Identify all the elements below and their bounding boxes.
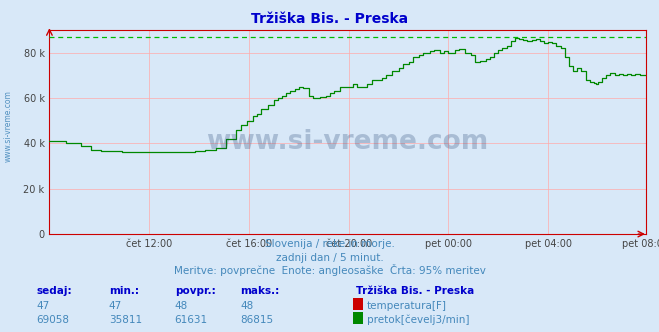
Text: sedaj:: sedaj: <box>36 286 72 296</box>
Text: 86815: 86815 <box>241 315 273 325</box>
Text: zadnji dan / 5 minut.: zadnji dan / 5 minut. <box>275 253 384 263</box>
Text: povpr.:: povpr.: <box>175 286 215 296</box>
Text: pretok[čevelj3/min]: pretok[čevelj3/min] <box>367 314 470 325</box>
Text: min.:: min.: <box>109 286 139 296</box>
Text: 35811: 35811 <box>109 315 142 325</box>
Text: 69058: 69058 <box>36 315 69 325</box>
Text: www.si-vreme.com: www.si-vreme.com <box>206 129 489 155</box>
Text: 48: 48 <box>175 301 188 311</box>
Text: www.si-vreme.com: www.si-vreme.com <box>3 90 13 162</box>
Text: 61631: 61631 <box>175 315 208 325</box>
Text: 48: 48 <box>241 301 254 311</box>
Text: temperatura[F]: temperatura[F] <box>367 301 447 311</box>
Text: Meritve: povprečne  Enote: angleosaške  Črta: 95% meritev: Meritve: povprečne Enote: angleosaške Čr… <box>173 264 486 276</box>
Text: 47: 47 <box>109 301 122 311</box>
Text: 47: 47 <box>36 301 49 311</box>
Text: maks.:: maks.: <box>241 286 280 296</box>
Text: Slovenija / reke in morje.: Slovenija / reke in morje. <box>264 239 395 249</box>
Text: Tržiška Bis. - Preska: Tržiška Bis. - Preska <box>251 12 408 26</box>
Text: Tržiška Bis. - Preska: Tržiška Bis. - Preska <box>356 286 474 296</box>
